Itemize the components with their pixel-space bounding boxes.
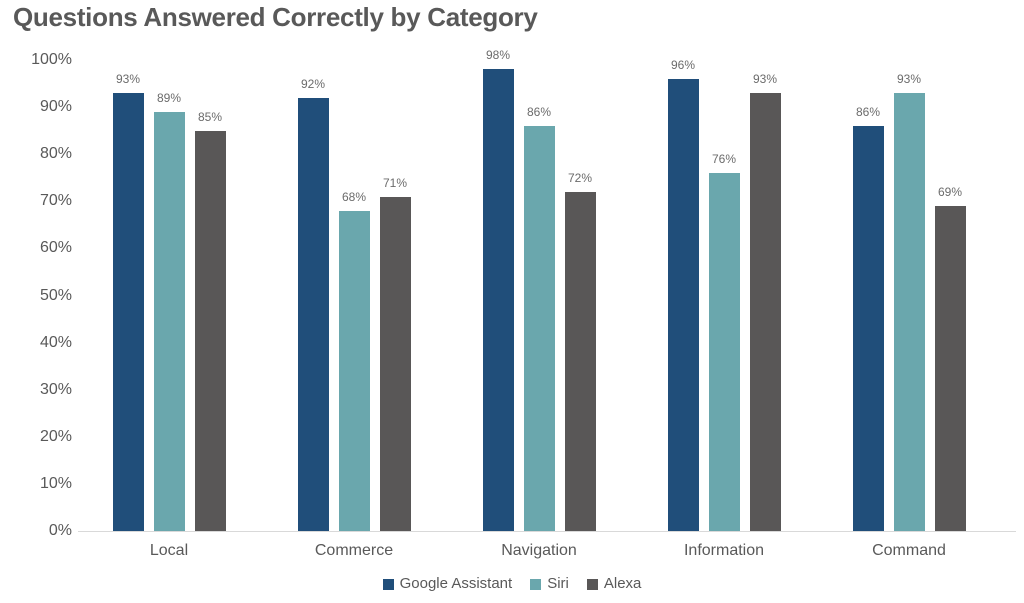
y-tick-label: 80% [39,145,72,163]
bar-value-label-siri-commerce: 68% [341,189,367,204]
bar-alexa-commerce [379,196,411,531]
y-tick-label: 0% [48,522,72,539]
bar-siri-navigation [523,125,555,531]
legend: Google Assistant Siri Alexa [0,575,1024,593]
bar-google-assistant-navigation [482,69,514,531]
bar-siri-command [893,92,925,531]
bar-google-assistant-commerce [297,97,329,531]
bar-siri-commerce [338,210,370,531]
y-tick-label: 70% [39,192,72,210]
y-tick-label: 20% [39,427,72,445]
chart-title: Questions Answered Correctly by Category [13,2,538,32]
bar-value-label-google-assistant-command: 86% [855,104,881,119]
legend-swatch-siri [530,578,542,590]
category-label-local: Local [149,542,189,559]
bar-siri-information [708,173,740,531]
bar-value-label-alexa-information: 93% [752,71,778,86]
y-tick-label: 40% [39,333,72,351]
bar-value-label-alexa-local: 85% [197,109,223,124]
bar-value-label-google-assistant-commerce: 92% [300,76,326,91]
bar-siri-local [153,111,185,531]
bar-alexa-navigation [564,191,596,531]
bar-value-label-alexa-commerce: 71% [382,175,408,190]
category-label-command: Command [872,542,946,559]
y-tick-label: 60% [39,239,72,257]
legend-label-google-assistant: Google Assistant [399,575,513,592]
x-axis-line [78,531,1016,532]
bar-value-label-alexa-navigation: 72% [567,170,593,185]
bar-value-label-siri-information: 76% [711,152,737,167]
bar-value-label-siri-local: 89% [156,90,182,105]
y-tick-label: 30% [39,380,72,398]
y-tick-label: 50% [39,286,72,304]
bar-google-assistant-local [112,92,144,531]
bar-google-assistant-command [852,125,884,531]
y-tick-label: 100% [31,51,72,68]
bar-alexa-local [194,130,226,531]
category-label-commerce: Commerce [314,542,394,559]
bar-value-label-alexa-command: 69% [937,185,963,199]
bar-alexa-information [749,92,781,531]
y-tick-label: 90% [39,98,72,116]
legend-label-siri: Siri [547,575,569,592]
bar-alexa-command [934,206,966,531]
legend-item-google-assistant: Google Assistant [382,575,513,593]
legend-swatch-google-assistant [382,578,394,590]
bar-google-assistant-information [667,78,699,531]
legend-label-alexa: Alexa [603,575,642,592]
bar-value-label-google-assistant-local: 93% [115,71,141,86]
bar-value-label-siri-command: 93% [896,71,922,86]
category-label-navigation: Navigation [501,542,577,559]
bar-value-label-google-assistant-navigation: 98% [485,48,511,63]
bar-value-label-google-assistant-information: 96% [670,57,696,72]
legend-swatch-alexa [586,578,598,590]
y-tick-label: 10% [39,474,72,492]
bar-value-label-siri-navigation: 86% [526,104,552,119]
legend-item-alexa: Alexa [586,575,642,593]
category-label-information: Information [683,542,765,559]
legend-item-siri: Siri [530,575,569,593]
